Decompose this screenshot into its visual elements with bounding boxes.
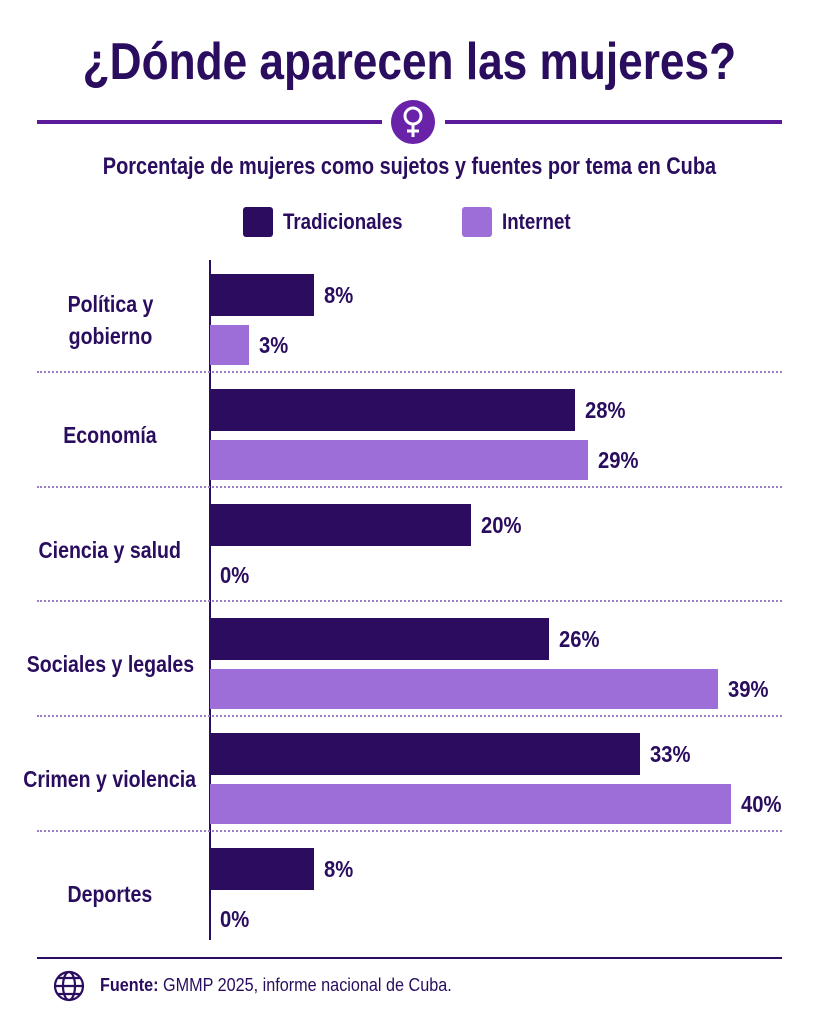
source-text: GMMP 2025, informe nacional de Cuba. <box>163 975 452 995</box>
category-label: Sociales y legales <box>26 651 194 678</box>
category-label-wrap: Crimen y violencia <box>5 763 215 795</box>
category-label-wrap: Economía <box>5 419 215 451</box>
bar <box>210 733 640 776</box>
category-label-wrap: Política y gobierno <box>5 288 215 352</box>
category-label-wrap: Ciencia y salud <box>5 534 215 566</box>
bar <box>210 848 315 890</box>
source: Fuente: GMMP 2025, informe nacional de C… <box>100 972 452 998</box>
bar <box>210 669 718 710</box>
bar <box>210 618 549 661</box>
bar <box>210 784 731 825</box>
value-label: 29% <box>597 446 639 473</box>
bar <box>210 325 250 365</box>
value-label: 0% <box>220 561 250 588</box>
bar <box>210 388 575 431</box>
category-label: Crimen y violencia <box>23 766 197 793</box>
category-label-wrap: Deportes <box>5 878 215 910</box>
footer-rule <box>37 957 782 959</box>
chart-title: ¿Dónde aparecen las mujeres? <box>82 33 737 91</box>
source-label: Fuente: <box>100 975 159 995</box>
value-label: 33% <box>649 741 691 768</box>
globe-icon <box>53 970 85 1002</box>
value-label: 40% <box>741 791 782 818</box>
axis-line <box>209 260 211 940</box>
chart-subtitle: Porcentaje de mujeres como sujetos y fue… <box>102 153 717 180</box>
value-label: 0% <box>220 906 250 932</box>
separator <box>37 485 782 488</box>
category-label: Política y gobierno <box>67 291 153 349</box>
value-label: 8% <box>324 856 354 882</box>
bar <box>210 503 471 546</box>
value-label: 3% <box>259 332 289 358</box>
legend-swatch <box>462 207 492 237</box>
value-label: 39% <box>727 676 769 703</box>
value-label: 8% <box>324 282 354 308</box>
value-label: 26% <box>558 626 600 653</box>
subtitle-wrap: Porcentaje de mujeres como sujetos y fue… <box>0 150 819 184</box>
separator <box>37 600 782 603</box>
category-label-wrap: Sociales y legales <box>5 648 215 680</box>
legend-label: Internet <box>502 209 571 234</box>
value-label: 20% <box>480 511 522 538</box>
separator <box>37 830 782 832</box>
value-label: 28% <box>584 396 626 423</box>
separator <box>37 370 782 373</box>
separator <box>37 715 782 718</box>
category-label: Deportes <box>67 881 153 907</box>
bar <box>210 439 588 480</box>
female-icon-bg <box>391 100 435 144</box>
category-label: Economía <box>63 421 157 448</box>
title-wrap: ¿Dónde aparecen las mujeres? <box>0 22 819 102</box>
category-label: Ciencia y salud <box>38 536 182 563</box>
legend-swatch <box>243 207 273 237</box>
bar <box>210 274 315 316</box>
legend-label: Tradicionales <box>283 209 403 234</box>
title-divider <box>37 100 782 144</box>
